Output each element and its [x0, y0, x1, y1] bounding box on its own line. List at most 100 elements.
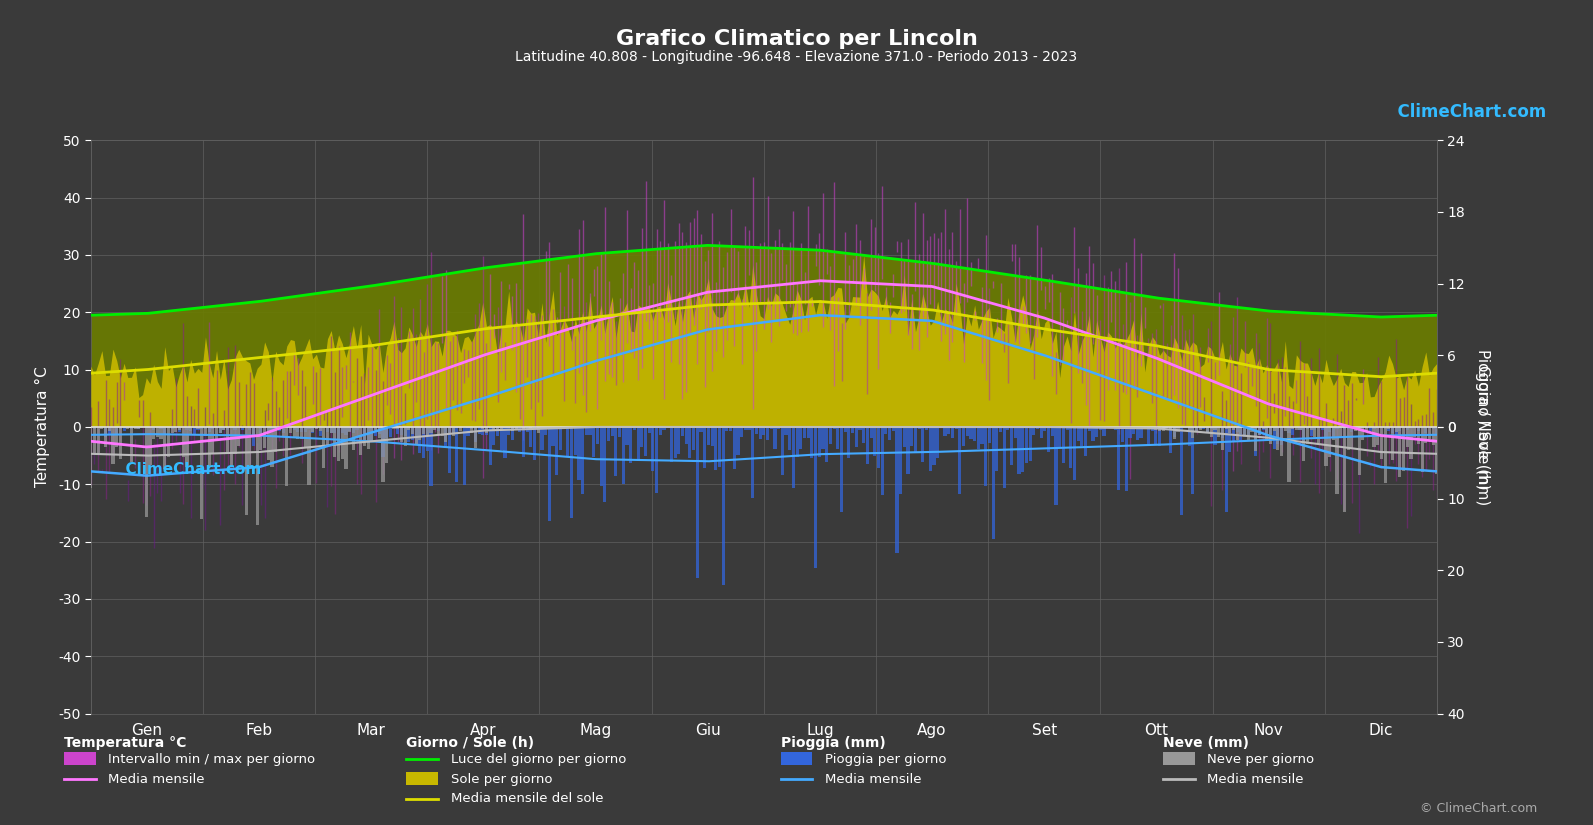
Bar: [1343, 427, 1346, 429]
Bar: [1007, 427, 1010, 430]
Bar: [226, 427, 229, 452]
Bar: [1080, 427, 1083, 446]
Bar: [573, 427, 577, 455]
Bar: [1069, 427, 1072, 468]
Bar: [540, 427, 543, 450]
Bar: [1281, 427, 1282, 456]
Bar: [1402, 427, 1405, 428]
Bar: [523, 427, 526, 457]
Bar: [190, 427, 193, 431]
Bar: [725, 427, 728, 431]
Bar: [1220, 427, 1223, 437]
Text: Grafico Climatico per Lincoln: Grafico Climatico per Lincoln: [615, 29, 978, 49]
Bar: [1298, 427, 1301, 431]
Bar: [577, 427, 580, 479]
Bar: [185, 427, 188, 430]
Bar: [459, 427, 462, 431]
Bar: [1424, 427, 1427, 443]
Bar: [1180, 427, 1184, 516]
Bar: [1002, 427, 1005, 488]
Bar: [481, 427, 484, 429]
Bar: [733, 427, 736, 469]
Bar: [89, 427, 92, 488]
Bar: [507, 427, 510, 428]
Bar: [1047, 427, 1050, 452]
Bar: [615, 427, 618, 477]
Bar: [134, 427, 137, 428]
Bar: [1354, 427, 1357, 431]
Bar: [736, 427, 739, 455]
Bar: [196, 427, 199, 430]
Bar: [937, 427, 940, 458]
Bar: [363, 427, 366, 440]
Bar: [341, 427, 344, 459]
Bar: [943, 427, 946, 436]
Bar: [430, 427, 433, 486]
Bar: [674, 427, 677, 459]
Bar: [355, 427, 358, 431]
Bar: [355, 427, 358, 436]
Bar: [422, 427, 425, 458]
Bar: [1144, 427, 1147, 429]
Bar: [126, 427, 129, 428]
Bar: [691, 427, 695, 450]
Bar: [1243, 427, 1246, 437]
Bar: [559, 427, 562, 450]
Bar: [1346, 427, 1349, 429]
Bar: [660, 427, 661, 435]
Bar: [699, 427, 703, 432]
Bar: [1376, 427, 1380, 428]
Bar: [374, 427, 378, 430]
Bar: [456, 427, 459, 428]
Bar: [629, 427, 632, 463]
Bar: [1262, 427, 1265, 429]
Bar: [795, 427, 798, 457]
Bar: [962, 427, 965, 446]
Bar: [226, 427, 229, 430]
Bar: [1424, 427, 1427, 432]
Bar: [1384, 427, 1386, 428]
Bar: [444, 427, 448, 441]
Bar: [1243, 427, 1246, 436]
Bar: [1340, 427, 1343, 438]
Bar: [1225, 427, 1228, 512]
Bar: [436, 427, 440, 431]
Bar: [677, 427, 680, 454]
Bar: [307, 427, 311, 429]
Bar: [386, 427, 389, 463]
Bar: [836, 427, 840, 449]
Bar: [637, 427, 640, 460]
Bar: [515, 427, 518, 431]
Bar: [403, 427, 406, 446]
Bar: [1094, 427, 1098, 437]
Bar: [722, 427, 725, 585]
Bar: [800, 427, 803, 449]
Text: Intervallo min / max per giorno: Intervallo min / max per giorno: [108, 753, 315, 766]
Y-axis label: Pioggia / Neve (mm): Pioggia / Neve (mm): [1475, 349, 1489, 505]
Bar: [881, 427, 884, 495]
Bar: [1013, 427, 1016, 438]
Text: Latitudine 40.808 - Longitudine -96.648 - Elevazione 371.0 - Periodo 2013 - 2023: Latitudine 40.808 - Longitudine -96.648 …: [516, 50, 1077, 64]
Bar: [1121, 427, 1125, 442]
Bar: [758, 427, 761, 439]
Bar: [1254, 427, 1257, 456]
Bar: [551, 427, 554, 446]
Bar: [285, 427, 288, 486]
Text: Neve (mm): Neve (mm): [1163, 736, 1249, 750]
Bar: [470, 427, 473, 433]
Bar: [1155, 427, 1158, 445]
Bar: [1114, 427, 1117, 428]
Bar: [914, 427, 918, 452]
Bar: [277, 427, 280, 430]
Bar: [358, 427, 362, 455]
Bar: [374, 427, 378, 436]
Bar: [1351, 427, 1354, 432]
Bar: [1321, 427, 1324, 428]
Bar: [523, 427, 526, 430]
Bar: [182, 427, 185, 456]
Bar: [1402, 427, 1405, 471]
Bar: [1270, 427, 1273, 434]
Bar: [352, 427, 355, 450]
Bar: [777, 427, 781, 429]
Bar: [263, 427, 266, 448]
